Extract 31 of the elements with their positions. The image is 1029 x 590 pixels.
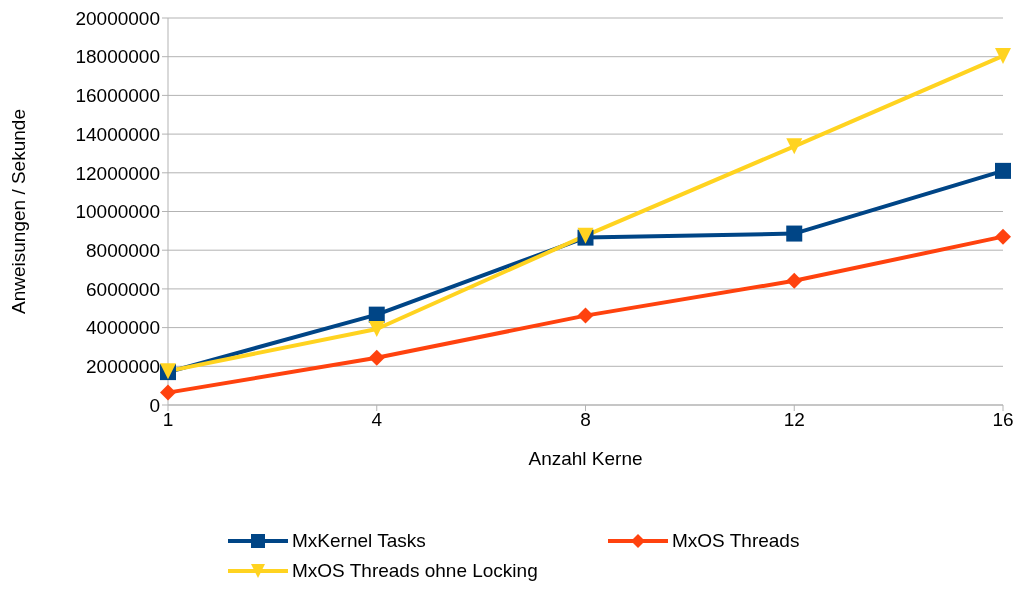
y-tick-label: 10000000 bbox=[75, 201, 160, 223]
x-tick-label: 4 bbox=[371, 409, 383, 431]
point bbox=[786, 225, 803, 242]
point bbox=[786, 272, 803, 289]
point bbox=[995, 228, 1011, 245]
legend-label: MxOS Threads ohne Locking bbox=[292, 560, 538, 582]
y-tick-label: 8000000 bbox=[86, 239, 160, 261]
y-tick-label: 16000000 bbox=[75, 85, 160, 107]
y-tick-label: 20000000 bbox=[75, 7, 160, 29]
x-axis-title: Anzahl Kerne bbox=[528, 448, 643, 469]
x-tick-label: 16 bbox=[992, 409, 1014, 431]
y-tick-label: 0 bbox=[149, 394, 160, 416]
point bbox=[786, 138, 803, 155]
y-tick-label: 18000000 bbox=[75, 46, 160, 68]
point bbox=[160, 384, 176, 401]
legend-label: MxKernel Tasks bbox=[292, 530, 426, 552]
y-tick-label: 4000000 bbox=[86, 317, 160, 339]
y-tick-label: 6000000 bbox=[86, 278, 160, 300]
y-tick-label: 14000000 bbox=[75, 123, 160, 145]
point bbox=[577, 307, 594, 324]
y-tick-label: 12000000 bbox=[75, 162, 160, 184]
x-tick-label: 8 bbox=[580, 409, 591, 431]
point bbox=[995, 162, 1011, 179]
point bbox=[995, 47, 1011, 64]
x-tick-label: 1 bbox=[162, 409, 174, 431]
legend-label: MxOS Threads bbox=[672, 530, 800, 552]
point bbox=[368, 349, 385, 366]
x-tick-label: 12 bbox=[783, 409, 805, 431]
point bbox=[368, 320, 385, 337]
y-tick-label: 2000000 bbox=[86, 356, 160, 378]
y-axis-title: Anweisungen / Sekunde bbox=[7, 109, 29, 314]
